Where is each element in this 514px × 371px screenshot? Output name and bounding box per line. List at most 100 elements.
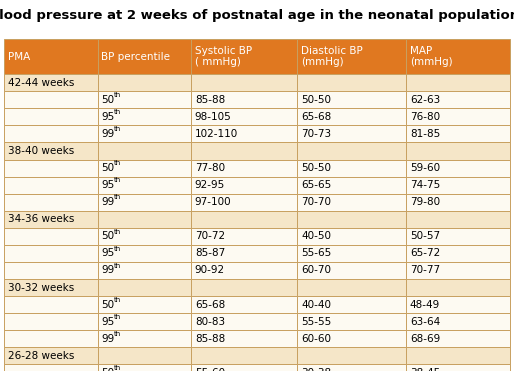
Bar: [98, 194, 191, 211]
Bar: [98, 262, 191, 279]
Text: 65-68: 65-68: [195, 300, 225, 309]
Text: 85-88: 85-88: [195, 95, 225, 105]
Bar: [98, 228, 191, 245]
Bar: [406, 177, 510, 194]
Bar: [4, 177, 98, 194]
Bar: [4, 142, 98, 160]
Bar: [191, 39, 298, 74]
Text: 30-32 weeks: 30-32 weeks: [8, 283, 74, 292]
Text: 85-88: 85-88: [195, 334, 225, 344]
Bar: [98, 211, 191, 228]
Text: 95: 95: [101, 112, 115, 122]
Bar: [4, 194, 98, 211]
Bar: [298, 313, 406, 330]
Text: th: th: [114, 126, 121, 132]
Bar: [406, 91, 510, 108]
Text: 99: 99: [101, 334, 115, 344]
Bar: [191, 245, 298, 262]
Text: 70-73: 70-73: [301, 129, 331, 139]
Text: 97-100: 97-100: [195, 197, 231, 207]
Text: 62-63: 62-63: [410, 95, 440, 105]
Text: 90-92: 90-92: [195, 266, 225, 275]
Text: 92-95: 92-95: [195, 180, 225, 190]
Bar: [406, 330, 510, 347]
Bar: [98, 364, 191, 371]
Text: 50: 50: [101, 163, 115, 173]
Bar: [298, 262, 406, 279]
Bar: [298, 245, 406, 262]
Text: th: th: [114, 246, 121, 252]
Bar: [98, 296, 191, 313]
Text: 50-50: 50-50: [301, 163, 331, 173]
Bar: [4, 279, 98, 296]
Bar: [191, 142, 298, 160]
Bar: [191, 160, 298, 177]
Bar: [191, 330, 298, 347]
Text: 95: 95: [101, 317, 115, 326]
Text: 74-75: 74-75: [410, 180, 440, 190]
Text: 81-85: 81-85: [410, 129, 440, 139]
Bar: [4, 74, 98, 91]
Text: 70-77: 70-77: [410, 266, 440, 275]
Bar: [406, 125, 510, 142]
Text: th: th: [114, 314, 121, 320]
Bar: [98, 125, 191, 142]
Bar: [98, 279, 191, 296]
Text: 50-50: 50-50: [301, 95, 331, 105]
Text: 76-80: 76-80: [410, 112, 440, 122]
Bar: [298, 228, 406, 245]
Bar: [191, 296, 298, 313]
Bar: [406, 296, 510, 313]
Text: Systolic BP
( mmHg): Systolic BP ( mmHg): [195, 46, 252, 68]
Text: 26-28 weeks: 26-28 weeks: [8, 351, 74, 361]
Bar: [191, 279, 298, 296]
Bar: [191, 211, 298, 228]
Text: 48-49: 48-49: [410, 300, 440, 309]
Bar: [298, 347, 406, 364]
Text: th: th: [114, 160, 121, 166]
Text: th: th: [114, 194, 121, 200]
Bar: [4, 245, 98, 262]
Text: BP percentile: BP percentile: [101, 52, 170, 62]
Text: th: th: [114, 229, 121, 234]
Text: th: th: [114, 297, 121, 303]
Bar: [4, 347, 98, 364]
Text: 95: 95: [101, 249, 115, 258]
Text: th: th: [114, 92, 121, 98]
Bar: [298, 142, 406, 160]
Bar: [98, 39, 191, 74]
Bar: [406, 39, 510, 74]
Text: 65-65: 65-65: [301, 180, 332, 190]
Text: 55-60: 55-60: [195, 368, 225, 371]
Bar: [191, 313, 298, 330]
Bar: [4, 313, 98, 330]
Bar: [406, 279, 510, 296]
Text: Blood pressure at 2 weeks of postnatal age in the neonatal population.: Blood pressure at 2 weeks of postnatal a…: [0, 9, 514, 22]
Bar: [4, 296, 98, 313]
Text: 98-105: 98-105: [195, 112, 232, 122]
Text: MAP
(mmHg): MAP (mmHg): [410, 46, 452, 68]
Bar: [98, 245, 191, 262]
Text: 68-69: 68-69: [410, 334, 440, 344]
Bar: [4, 364, 98, 371]
Text: 38-40 weeks: 38-40 weeks: [8, 146, 74, 156]
Bar: [4, 91, 98, 108]
Text: 70-70: 70-70: [301, 197, 331, 207]
Bar: [191, 364, 298, 371]
Bar: [98, 330, 191, 347]
Text: 70-72: 70-72: [195, 232, 225, 241]
Bar: [406, 74, 510, 91]
Bar: [406, 245, 510, 262]
Text: 85-87: 85-87: [195, 249, 225, 258]
Text: 80-83: 80-83: [195, 317, 225, 326]
Text: 55-65: 55-65: [301, 249, 332, 258]
Text: 30-38: 30-38: [301, 368, 331, 371]
Bar: [4, 330, 98, 347]
Bar: [298, 279, 406, 296]
Bar: [406, 160, 510, 177]
Bar: [298, 91, 406, 108]
Bar: [4, 39, 98, 74]
Bar: [298, 296, 406, 313]
Bar: [98, 108, 191, 125]
Bar: [406, 211, 510, 228]
